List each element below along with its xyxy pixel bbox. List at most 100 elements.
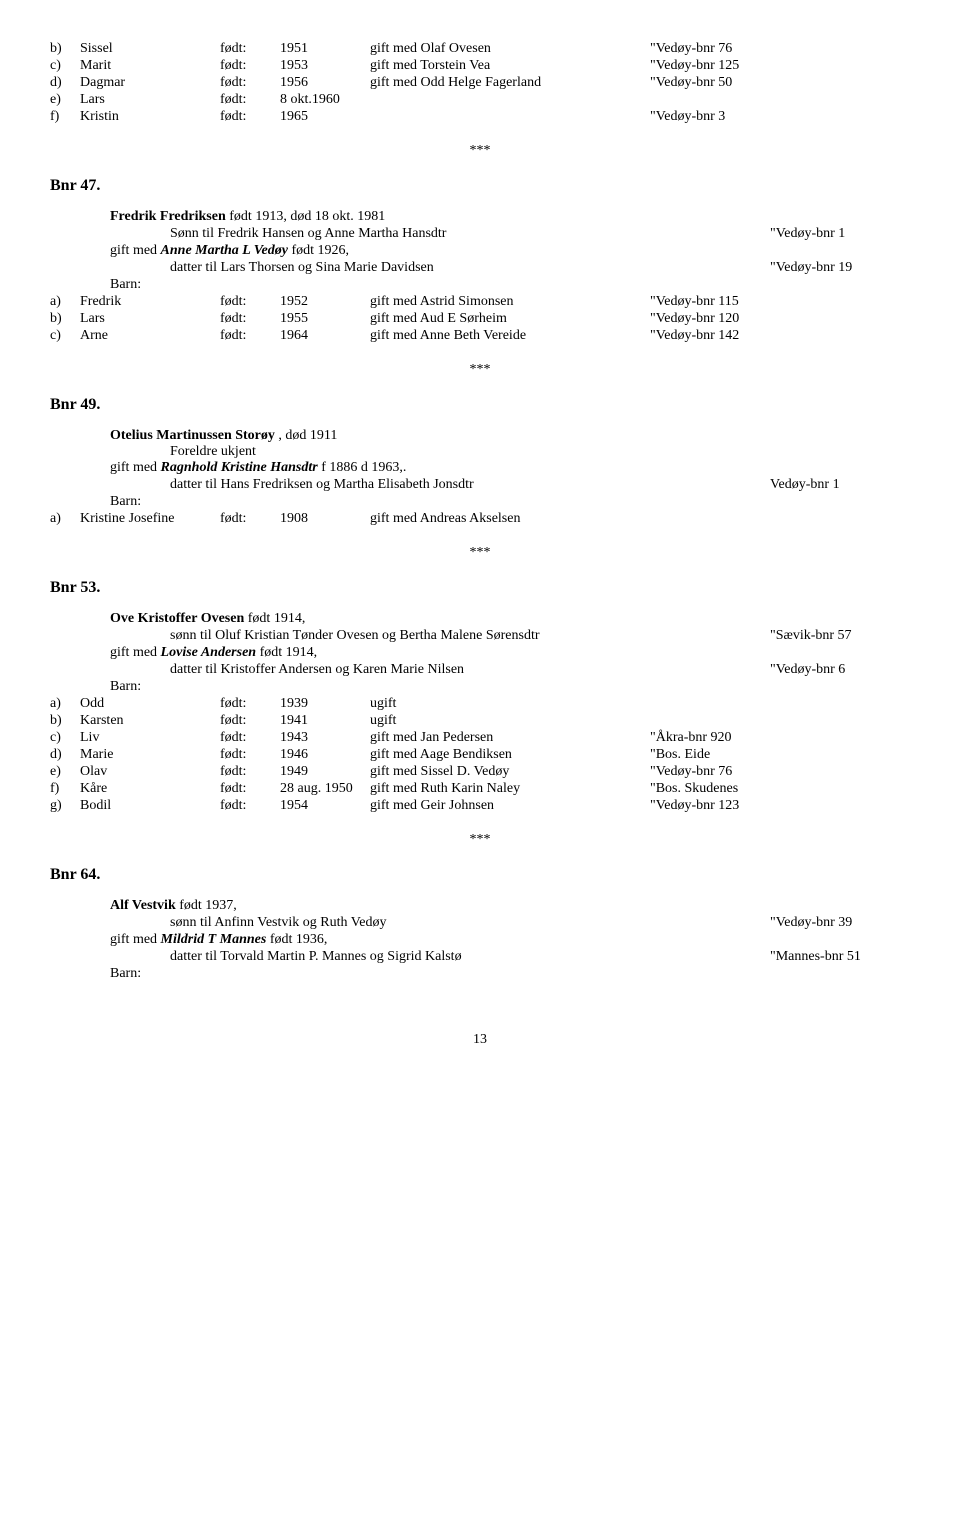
spouse-parent-text: datter til Torvald Martin P. Mannes og S… (170, 949, 462, 964)
row-spouse: gift med Jan Pedersen (370, 730, 650, 746)
row-ref: "Vedøy-bnr 76 (650, 764, 910, 780)
table-row: c) Marit født: 1953 gift med Torstein Ve… (50, 58, 910, 74)
person-name: Otelius Martinussen Storøy (110, 428, 275, 443)
info-line: Alf Vestvik født 1937, (50, 898, 910, 914)
table-row: b) Sissel født: 1951 gift med Olaf Ovese… (50, 41, 910, 57)
row-name: Odd (80, 696, 220, 712)
info-ref: Vedøy-bnr 1 (770, 477, 910, 493)
row-letter: d) (50, 747, 80, 763)
row-year: 28 aug. 1950 (280, 781, 370, 797)
row-name: Sissel (80, 41, 220, 57)
row-spouse: ugift (370, 713, 650, 729)
row-name: Kristine Josefine (80, 511, 220, 527)
info-ref: "Vedøy-bnr 1 (770, 226, 910, 242)
info-ref: "Vedøy-bnr 19 (770, 260, 910, 276)
row-name: Arne (80, 328, 220, 344)
parent-text: Foreldre ukjent (170, 444, 256, 459)
row-letter: e) (50, 92, 80, 108)
info-line: datter til Torvald Martin P. Mannes og S… (50, 949, 910, 965)
person-name: Fredrik Fredriksen (110, 209, 226, 224)
row-letter: f) (50, 781, 80, 797)
row-year: 1952 (280, 294, 370, 310)
row-fodt-label: født: (220, 92, 280, 108)
row-name: Dagmar (80, 75, 220, 91)
row-ref: "Vedøy-bnr 142 (650, 328, 910, 344)
row-year: 1946 (280, 747, 370, 763)
row-name: Bodil (80, 798, 220, 814)
row-fodt-label: født: (220, 747, 280, 763)
separator: *** (50, 143, 910, 159)
row-spouse: gift med Aage Bendiksen (370, 747, 650, 763)
row-spouse: gift med Odd Helge Fagerland (370, 75, 650, 91)
spouse-parent-text: datter til Kristoffer Andersen og Karen … (170, 662, 464, 677)
spouse-name: Mildrid T Mannes (161, 932, 267, 947)
spouse-dates: født 1936, (266, 932, 327, 947)
spouse-name: Ragnhold Kristine Hansdtr (161, 460, 318, 475)
row-letter: g) (50, 798, 80, 814)
row-spouse: gift med Astrid Simonsen (370, 294, 650, 310)
barn-label: Barn: (110, 966, 141, 981)
bnr-heading: Bnr 47. (50, 177, 910, 195)
row-year: 1965 (280, 109, 370, 125)
row-fodt-label: født: (220, 294, 280, 310)
table-row: f) Kristin født: 1965 "Vedøy-bnr 3 (50, 109, 910, 125)
row-letter: b) (50, 713, 80, 729)
info-line: datter til Lars Thorsen og Sina Marie Da… (50, 260, 910, 276)
spouse-name: Anne Martha L Vedøy (161, 243, 288, 258)
person-dates: født 1914, (244, 611, 305, 626)
parent-text: Sønn til Fredrik Hansen og Anne Martha H… (170, 226, 446, 241)
row-name: Lars (80, 311, 220, 327)
row-year: 1954 (280, 798, 370, 814)
row-year: 1949 (280, 764, 370, 780)
row-ref (650, 696, 910, 712)
info-line: Fredrik Fredriksen født 1913, død 18 okt… (50, 209, 910, 225)
row-ref: "Bos. Skudenes (650, 781, 910, 797)
info-line: gift med Lovise Andersen født 1914, (50, 645, 910, 661)
row-name: Olav (80, 764, 220, 780)
row-spouse: gift med Geir Johnsen (370, 798, 650, 814)
bnr-heading: Bnr 53. (50, 579, 910, 597)
info-line: gift med Mildrid T Mannes født 1936, (50, 932, 910, 948)
info-ref: "Vedøy-bnr 6 (770, 662, 910, 678)
row-ref: "Vedøy-bnr 50 (650, 75, 910, 91)
page-number: 13 (50, 1032, 910, 1048)
row-fodt-label: født: (220, 109, 280, 125)
barn-label: Barn: (110, 679, 141, 694)
row-letter: c) (50, 730, 80, 746)
row-ref (650, 511, 910, 527)
person-name: Ove Kristoffer Ovesen (110, 611, 244, 626)
row-ref: "Vedøy-bnr 3 (650, 109, 910, 125)
info-line: Sønn til Fredrik Hansen og Anne Martha H… (50, 226, 910, 242)
row-spouse (370, 92, 650, 108)
info-line: Barn: (50, 679, 910, 695)
table-row: c) Arne født: 1964 gift med Anne Beth Ve… (50, 328, 910, 344)
spouse-dates: født 1914, (256, 645, 317, 660)
info-ref: "Mannes-bnr 51 (770, 949, 910, 965)
row-letter: d) (50, 75, 80, 91)
row-name: Liv (80, 730, 220, 746)
row-spouse: gift med Torstein Vea (370, 58, 650, 74)
separator: *** (50, 545, 910, 561)
table-row: b) Lars født: 1955 gift med Aud E Sørhei… (50, 311, 910, 327)
info-line: Barn: (50, 494, 910, 510)
row-fodt-label: født: (220, 730, 280, 746)
row-ref: "Vedøy-bnr 76 (650, 41, 910, 57)
row-year: 1951 (280, 41, 370, 57)
info-line: datter til Hans Fredriksen og Martha Eli… (50, 477, 910, 493)
row-letter: b) (50, 311, 80, 327)
row-ref: "Åkra-bnr 920 (650, 730, 910, 746)
row-letter: c) (50, 328, 80, 344)
row-ref (650, 92, 910, 108)
info-line: sønn til Oluf Kristian Tønder Ovesen og … (50, 628, 910, 644)
row-ref: "Bos. Eide (650, 747, 910, 763)
spouse-dates: f 1886 d 1963,. (318, 460, 407, 475)
row-fodt-label: født: (220, 58, 280, 74)
spouse-dates: født 1926, (288, 243, 349, 258)
row-letter: e) (50, 764, 80, 780)
row-ref: "Vedøy-bnr 125 (650, 58, 910, 74)
table-row: a) Kristine Josefine født: 1908 gift med… (50, 511, 910, 527)
table-row: a) Fredrik født: 1952 gift med Astrid Si… (50, 294, 910, 310)
table-row: a) Odd født: 1939 ugift (50, 696, 910, 712)
row-letter: a) (50, 294, 80, 310)
row-spouse: ugift (370, 696, 650, 712)
